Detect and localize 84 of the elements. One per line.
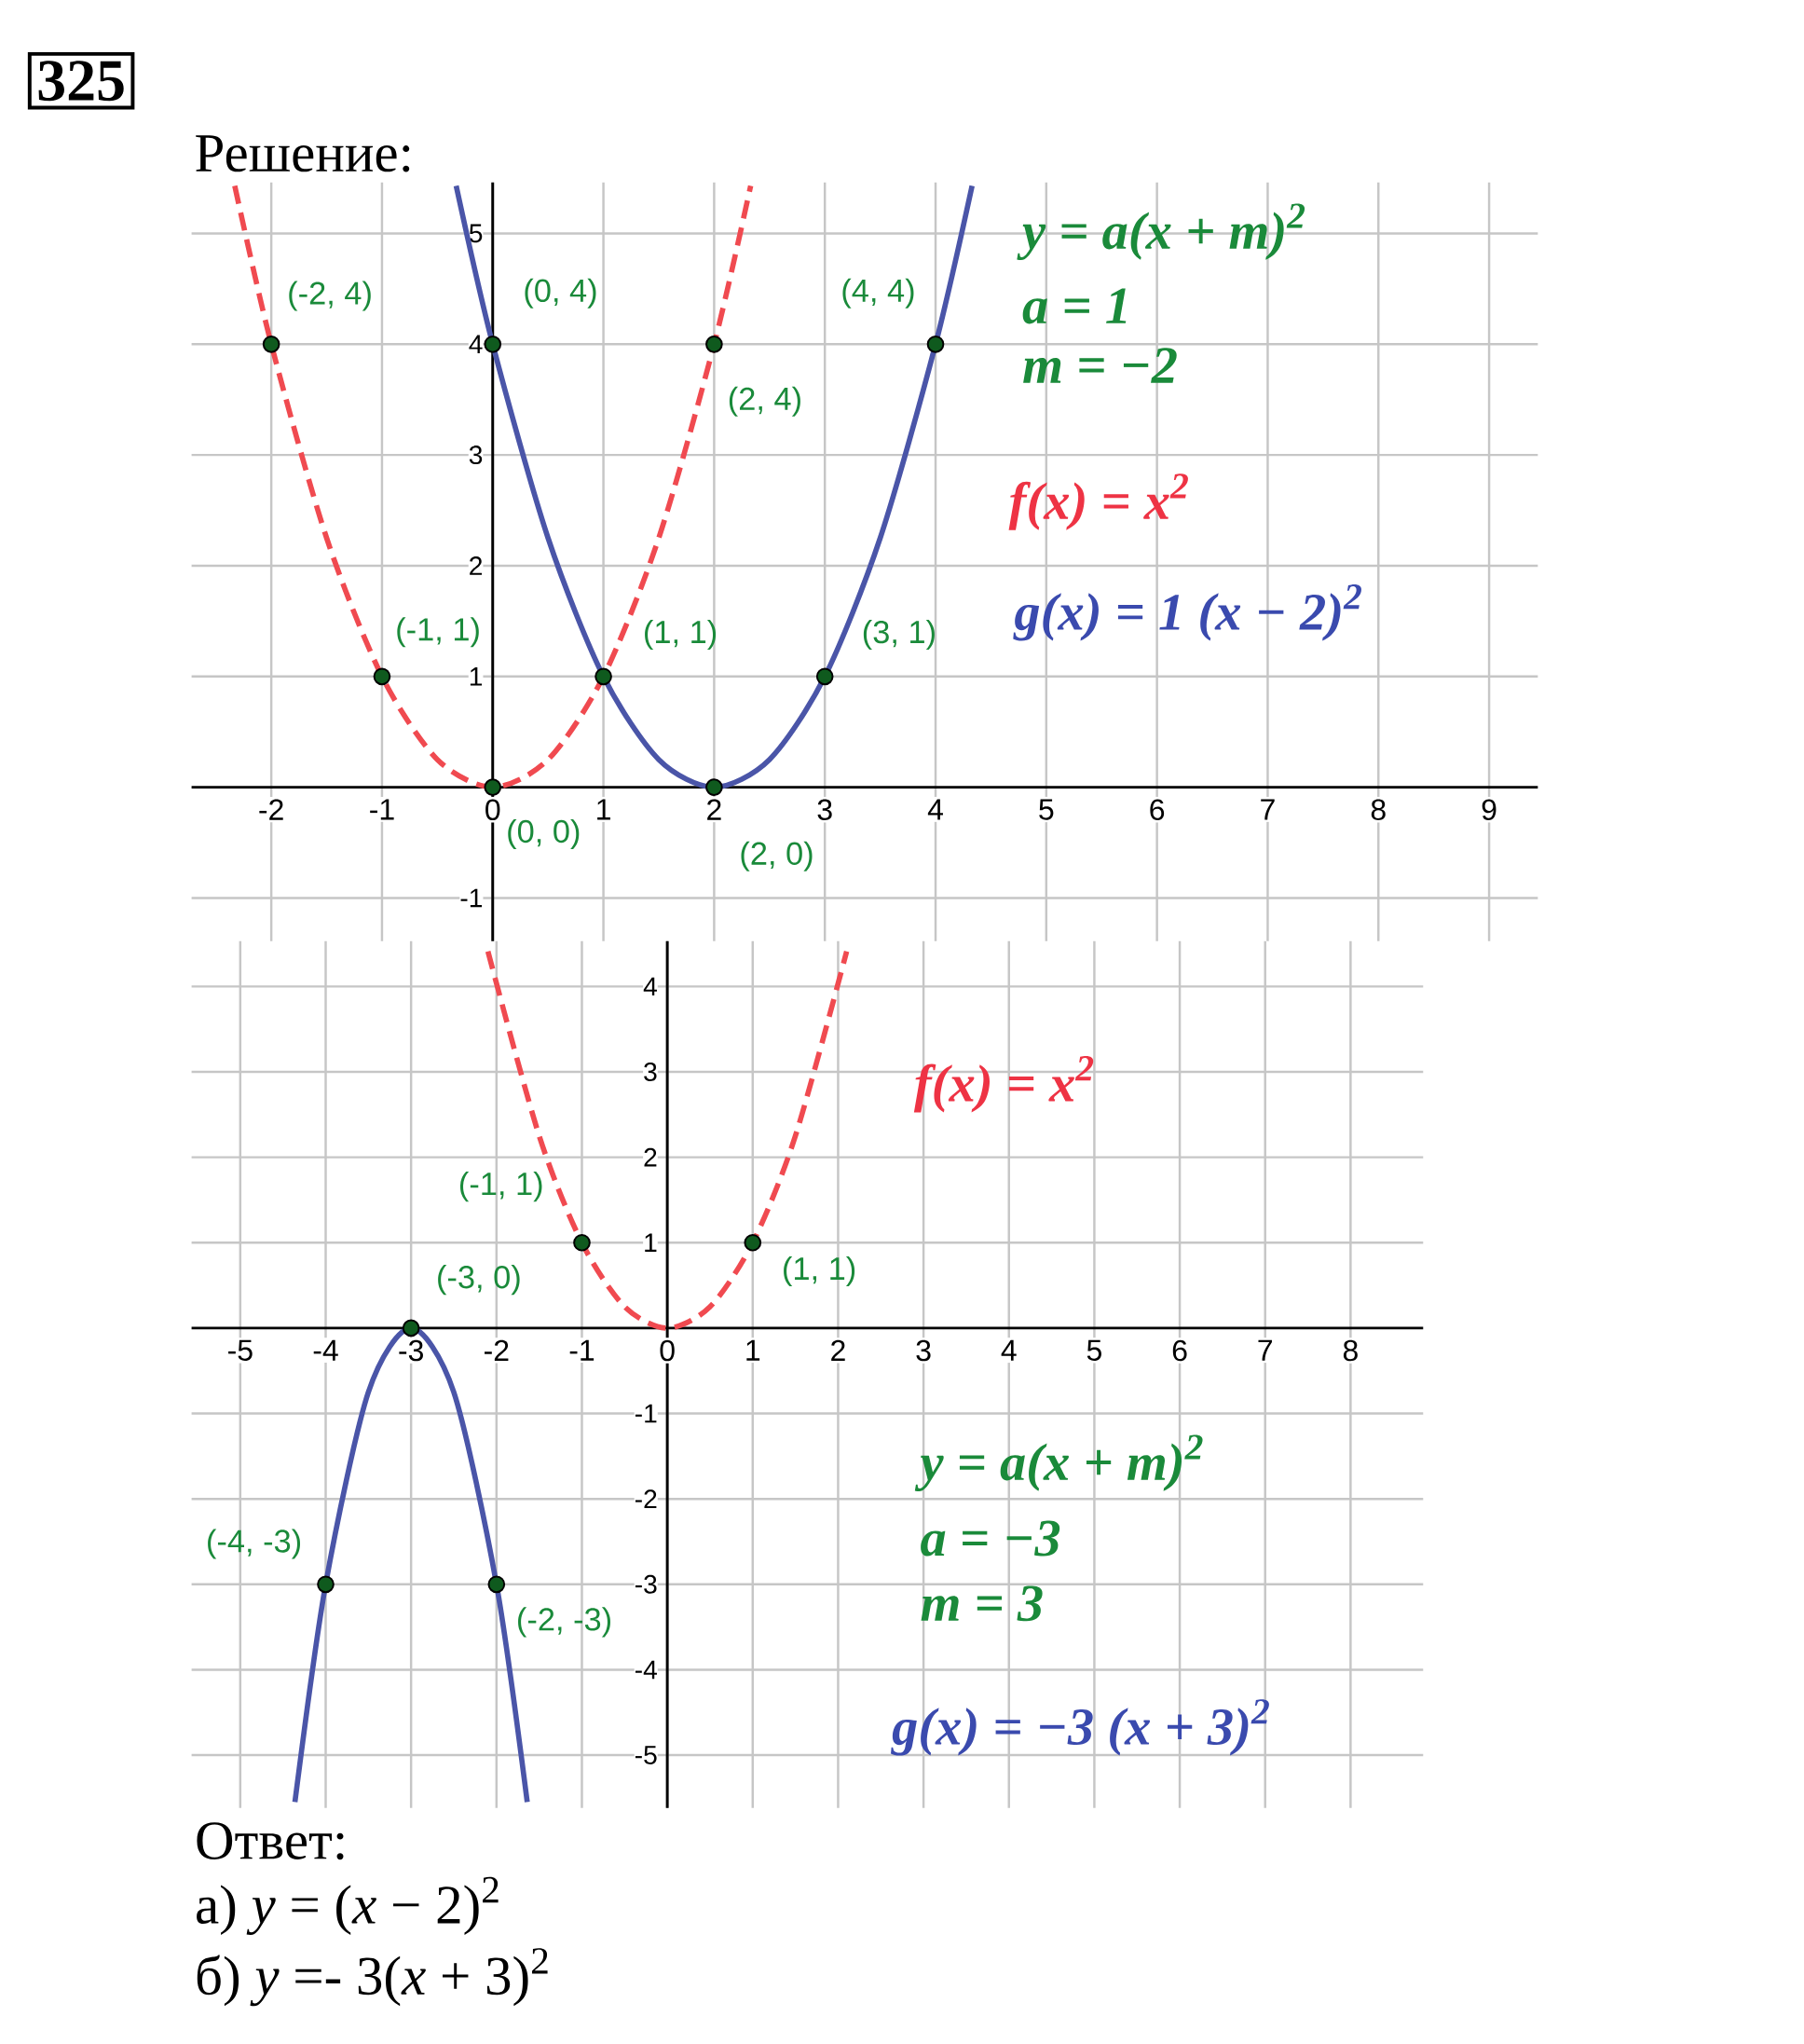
point [402, 1319, 420, 1338]
x-tick-label: 6 [1150, 799, 1165, 821]
annotation: y = a(x + m)$^{2}$ [1017, 203, 1305, 261]
y-tick-label: 3 [469, 446, 483, 465]
annotation: (2, 0) [741, 841, 813, 871]
text: Решение: [196, 135, 410, 172]
y-tick-label: 1 [471, 667, 483, 686]
point [484, 335, 502, 353]
text: Ответ: [197, 1822, 344, 1860]
y-tick-label: 2 [644, 1147, 657, 1167]
x-tick-label: -1 [569, 1339, 594, 1361]
annotation: (-1, 1) [460, 1172, 542, 1202]
annotation: (-1, 1) [397, 617, 479, 648]
annotation: (0, 4) [525, 278, 596, 309]
annotation: (4, 4) [842, 278, 914, 309]
x-tick-label: 0 [660, 1339, 675, 1362]
point [573, 1233, 591, 1252]
y-tick-label: -4 [636, 1660, 658, 1680]
annotation: y = a(x + m)$^{2}$ [914, 1434, 1203, 1492]
point [262, 335, 280, 353]
annotation: (-2, 4) [289, 281, 371, 311]
x-tick-label: 3 [916, 1339, 931, 1362]
x-tick-label: 5 [1039, 799, 1054, 820]
annotation: (3, 1) [864, 620, 936, 651]
y-tick-label: -1 [636, 1404, 657, 1423]
annotation: m = −2 [1023, 348, 1177, 383]
annotation: g(x) = −3 (x + 3)$^{2}$ [891, 1699, 1270, 1756]
annotation: a = −3 [921, 1520, 1060, 1557]
y-tick-label: 4 [643, 977, 658, 996]
annotation: f(x) = x$^{2}$ [914, 1056, 1094, 1113]
y-tick-label: 3 [644, 1062, 657, 1081]
x-tick-label: -2 [259, 799, 283, 820]
x-tick-label: -2 [485, 1339, 509, 1361]
annotation: (0, 0) [508, 818, 580, 849]
x-tick-label: 7 [1261, 799, 1275, 820]
point [705, 778, 723, 796]
x-tick-label: 7 [1258, 1339, 1273, 1361]
annotation: f(x) = x$^{2}$ [1008, 473, 1189, 530]
y-tick-label: 1 [645, 1233, 657, 1252]
x-tick-label: 1 [597, 799, 611, 820]
x-tick-label: 3 [817, 799, 832, 821]
annotation: (-2, -3) [518, 1607, 611, 1638]
x-tick-label: -5 [228, 1339, 253, 1361]
x-tick-label: 1 [746, 1339, 760, 1361]
y-tick-label: 4 [469, 335, 483, 354]
x-tick-label: 8 [1344, 1339, 1359, 1362]
point [926, 335, 945, 353]
point [594, 667, 613, 686]
x-tick-label: 8 [1371, 799, 1386, 821]
x-tick-label: 0 [485, 799, 500, 821]
x-tick-label: 2 [707, 799, 721, 820]
y-tick-label: 2 [470, 556, 483, 575]
annotation: (-4, -3) [208, 1529, 301, 1559]
y-tick-label: -2 [636, 1489, 657, 1509]
annotation: g(x) = 1 (x − 2)$^{2}$ [1013, 584, 1362, 641]
text: а) y = (x − 2)$^{2}$ [197, 1876, 499, 1936]
point [373, 667, 391, 686]
annotation: (-3, 0) [438, 1265, 520, 1296]
x-tick-label: 9 [1482, 799, 1496, 821]
y-tick-label: 5 [470, 224, 483, 243]
point [705, 335, 723, 353]
y-tick-label: -3 [636, 1574, 657, 1594]
x-tick-label: 5 [1086, 1339, 1102, 1361]
annotation: (1, 1) [645, 620, 717, 651]
x-tick-label: -4 [313, 1339, 338, 1361]
point [487, 1575, 506, 1594]
point [816, 667, 834, 686]
annotation: m = 3 [921, 1585, 1043, 1622]
annotation: (1, 1) [784, 1255, 855, 1287]
x-tick-label: 6 [1172, 1339, 1187, 1362]
annotation: (2, 4) [730, 386, 801, 417]
text: 325 [38, 61, 124, 102]
point [317, 1575, 335, 1594]
y-tick-label: -5 [636, 1746, 657, 1764]
text: б) y =- 3(x + 3)$^{2}$ [197, 1948, 548, 2007]
x-tick-label: -3 [399, 1339, 424, 1362]
point [484, 778, 502, 796]
annotation: a = 1 [1022, 288, 1127, 324]
x-tick-label: 2 [831, 1339, 845, 1361]
x-tick-label: -1 [370, 799, 394, 820]
point [744, 1233, 762, 1252]
x-tick-label: 4 [1001, 1339, 1017, 1361]
y-tick-label: -1 [460, 888, 483, 908]
x-tick-label: 4 [928, 799, 944, 820]
